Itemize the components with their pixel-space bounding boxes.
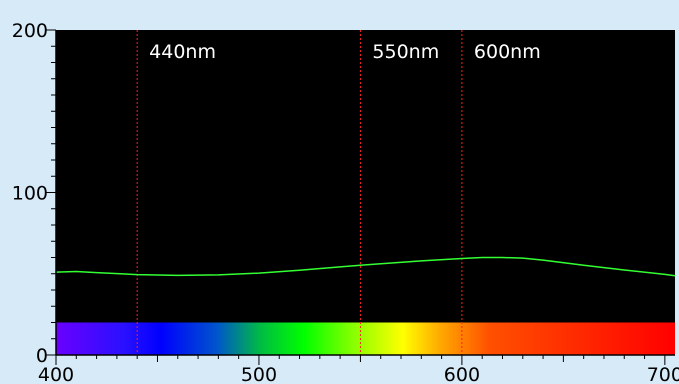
marker-label-440nm: 440nm bbox=[149, 41, 216, 63]
series-line-0 bbox=[55, 256, 676, 277]
marker-label-550nm: 550nm bbox=[372, 41, 439, 63]
y-tick-label: 200 bbox=[12, 20, 48, 42]
x-tick-label: 700 bbox=[647, 364, 679, 384]
spectrum-band bbox=[56, 322, 675, 355]
marker-label-600nm: 600nm bbox=[474, 41, 541, 63]
x-tick-label: 600 bbox=[444, 364, 480, 384]
series-layer bbox=[55, 256, 676, 277]
axes: 0 100 200 400 500 600 700 bbox=[12, 20, 679, 384]
x-tick-label: 500 bbox=[241, 364, 277, 384]
plot-area bbox=[56, 30, 675, 355]
marker-lines: 440nm 550nm 600nm bbox=[136, 30, 541, 355]
x-tick-label: 400 bbox=[38, 364, 74, 384]
y-tick-label: 100 bbox=[12, 183, 48, 205]
y-tick-label: 0 bbox=[36, 345, 48, 367]
